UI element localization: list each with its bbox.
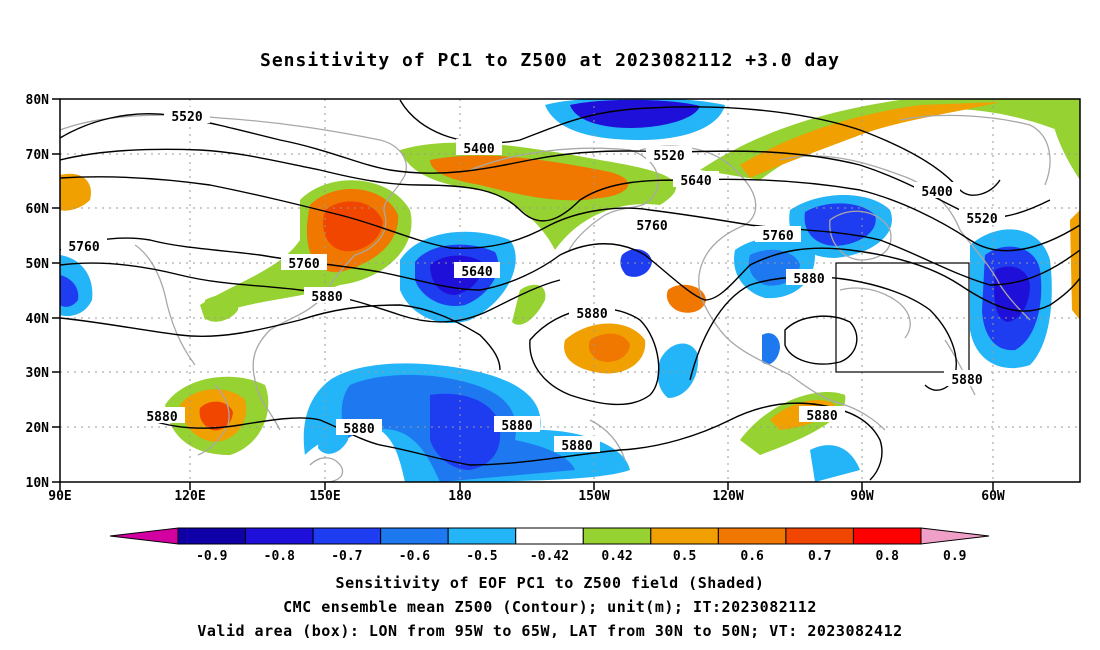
lat-label: 40N <box>26 312 50 327</box>
colorbar: -0.9 -0.8 -0.7 -0.6 -0.5 -0.42 0.42 0.5 0.6 0.7 0.… <box>109 527 990 564</box>
contour-label-5520-center: 5520 <box>653 149 684 164</box>
positive-region-west-edge <box>60 173 91 211</box>
contour-5700 <box>60 176 1080 286</box>
colorbar-label: -0.6 <box>399 549 430 564</box>
contour-label-5760-canada: 5760 <box>762 229 793 244</box>
contour-label-5520-east: 5520 <box>966 212 997 227</box>
contour-label-5880-pacific: 5880 <box>576 307 607 322</box>
positive-region-philippines-peak <box>199 401 233 431</box>
contour-label-5880-east: 5880 <box>951 373 982 388</box>
negative-region-baja-south <box>657 343 699 398</box>
colorbar-label: -0.9 <box>196 549 227 564</box>
contour-label-5880-epac: 5880 <box>561 439 592 454</box>
positive-region-baja <box>666 284 706 313</box>
negative-region-central-america <box>810 445 860 482</box>
contour-5880-high <box>784 315 858 365</box>
negative-region-central-pacific-peak <box>430 393 501 470</box>
contour-labels: 5520 5400 5520 5640 5400 5520 5760 5760 … <box>61 107 1005 454</box>
contour-label-5400-east: 5400 <box>921 185 952 200</box>
contour-label-5760-alaska: 5760 <box>636 219 667 234</box>
shaded-field <box>60 99 1080 482</box>
colorbar-label: 0.6 <box>740 549 764 564</box>
contour-label-5640-center: 5640 <box>680 174 711 189</box>
lat-label: 80N <box>26 93 50 108</box>
colorbar-label: -0.42 <box>530 549 569 564</box>
positive-region-pacific-subtropic-core <box>588 333 630 362</box>
colorbar-swatch <box>312 527 382 545</box>
colorbar-swatch <box>852 527 922 545</box>
contour-label-5880-nwpac: 5880 <box>311 290 342 305</box>
negative-region-small-pacific <box>620 249 652 277</box>
colorbar-swatch <box>785 527 854 545</box>
colorbar-high-arrow <box>920 527 990 545</box>
lon-label: 150E <box>309 489 340 504</box>
contour-label-5520-west: 5520 <box>171 110 202 125</box>
colorbar-label: -0.7 <box>331 549 362 564</box>
axis-ticks <box>52 98 994 490</box>
colorbar-swatch <box>582 527 652 545</box>
colorbar-swatch <box>245 527 314 545</box>
lon-label: 90E <box>48 489 71 504</box>
colorbar-swatch <box>177 527 247 545</box>
positive-region-korea <box>205 294 239 322</box>
contour-5640 <box>60 148 1080 252</box>
colorbar-label: 0.5 <box>673 549 696 564</box>
colorbar-swatch <box>380 527 449 545</box>
colorbar-swatch <box>447 527 517 545</box>
colorbar-label: 0.8 <box>875 549 899 564</box>
positive-region-east-edge-green <box>1050 105 1080 180</box>
latitude-labels: 80N 70N 60N 50N 40N 30N 20N 10N <box>26 93 50 491</box>
contour-label-5640-bering: 5640 <box>461 265 492 280</box>
lon-label: 90W <box>850 489 874 504</box>
positive-region-east-edge <box>1070 210 1080 320</box>
colorbar-swatch <box>650 527 719 545</box>
negative-region-mexico <box>762 333 780 365</box>
lon-label: 180 <box>448 489 472 504</box>
colorbar-label: 0.42 <box>601 549 632 564</box>
colorbar-label: -0.8 <box>264 549 295 564</box>
contour-5880-america <box>689 276 957 391</box>
positive-region-arctic-core <box>740 102 1000 178</box>
lat-label: 10N <box>26 476 50 491</box>
lat-label: 70N <box>26 148 50 163</box>
contour-label-5400-west: 5400 <box>463 142 494 157</box>
colorbar-label: 0.7 <box>808 549 831 564</box>
lat-label: 20N <box>26 421 50 436</box>
lon-label: 150W <box>578 489 609 504</box>
lon-label: 120W <box>712 489 743 504</box>
contour-label-5880-cpac: 5880 <box>501 419 532 434</box>
colorbar-label: 0.9 <box>943 549 966 564</box>
negative-region-west-edge-core <box>60 275 79 307</box>
contour-label-5760-nwpac: 5760 <box>288 257 319 272</box>
lat-label: 60N <box>26 202 50 217</box>
colorbar-low-arrow <box>109 527 179 545</box>
lat-label: 30N <box>26 366 50 381</box>
valid-area-box <box>835 262 970 373</box>
colorbar-swatch <box>515 527 584 545</box>
contour-label-5880-wpac: 5880 <box>343 422 374 437</box>
footer-line-3: Valid area (box): LON from 95W to 65W, L… <box>197 622 903 640</box>
contour-label-5760-west: 5760 <box>68 240 99 255</box>
footer-line-2: CMC ensemble mean Z500 (Contour); unit(m… <box>283 598 817 616</box>
colorbar-label: -0.5 <box>466 549 497 564</box>
contour-label-5880-caribbean: 5880 <box>806 409 837 424</box>
contour-label-5880-philippines: 5880 <box>146 410 177 425</box>
map-frame <box>59 98 1081 483</box>
colorbar-swatch <box>717 527 787 545</box>
contour-5760 <box>60 237 1080 312</box>
coastlines <box>60 114 1051 482</box>
footer-line-1: Sensitivity of EOF PC1 to Z500 field (Sh… <box>335 574 765 592</box>
lon-label: 120E <box>174 489 205 504</box>
lat-label: 50N <box>26 257 50 272</box>
longitude-labels: 90E 120E 150E 180 150W 120W 90W 60W <box>48 489 1005 504</box>
contour-5880-main <box>60 304 501 371</box>
map-title: Sensitivity of PC1 to Z500 at 2023082112… <box>259 50 840 71</box>
lon-label: 60W <box>981 489 1005 504</box>
contour-label-5880-america: 5880 <box>793 272 824 287</box>
